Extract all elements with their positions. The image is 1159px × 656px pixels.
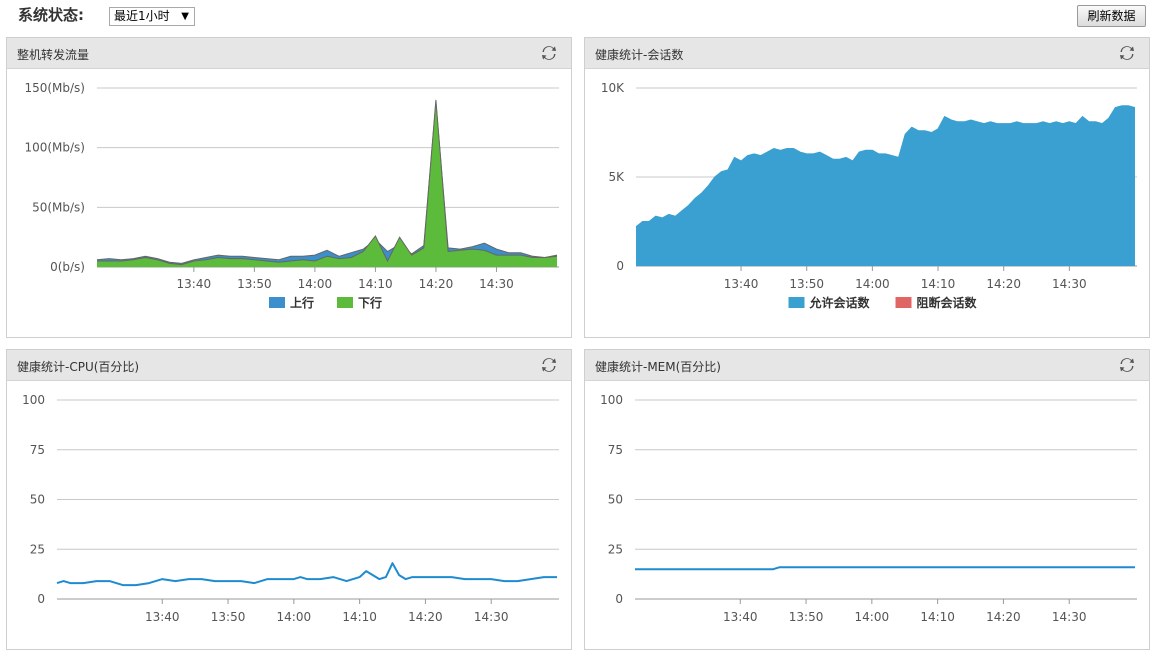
x-tick-label: 13:40 bbox=[177, 277, 212, 291]
y-tick-label: 100 bbox=[22, 393, 45, 407]
y-tick-label: 100 bbox=[600, 393, 623, 407]
x-tick-label: 13:50 bbox=[237, 277, 272, 291]
panel-cpu: 健康统计-CPU(百分比) 0 25 50 75 100 13:40 13:50 14:00 1… bbox=[6, 349, 572, 650]
x-tick-label: 14:00 bbox=[277, 610, 312, 624]
x-tick-label: 14:10 bbox=[920, 610, 955, 624]
y-tick-label: 0(b/s) bbox=[50, 260, 85, 274]
x-tick-label: 13:50 bbox=[211, 610, 246, 624]
x-tick-label: 14:30 bbox=[1052, 610, 1087, 624]
legend-label[interactable]: 阻断会话数 bbox=[917, 295, 978, 310]
x-tick-label: 14:00 bbox=[855, 610, 890, 624]
panel-title: 健康统计-MEM(百分比) bbox=[595, 360, 721, 374]
panel-title: 整机转发流量 bbox=[17, 48, 90, 62]
y-tick-label: 50 bbox=[30, 493, 45, 507]
series-line-0 bbox=[56, 562, 557, 587]
series-line-0 bbox=[96, 102, 558, 264]
x-tick-label: 14:20 bbox=[419, 277, 454, 291]
panel-header: 健康统计-CPU(百分比) bbox=[7, 350, 571, 381]
traffic-chart: 0(b/s) 50(Mb/s) 100(Mb/s) 150(Mb/s) 13:40 13:… bbox=[24, 81, 559, 310]
legend-swatch[interactable] bbox=[337, 297, 353, 308]
series-area-0 bbox=[97, 102, 557, 267]
panel-header: 健康统计-会话数 bbox=[585, 38, 1149, 69]
x-tick-label: 13:40 bbox=[724, 277, 759, 291]
y-tick-label: 75 bbox=[608, 443, 623, 457]
x-tick-label: 14:10 bbox=[358, 277, 393, 291]
y-tick-label: 25 bbox=[608, 542, 623, 556]
x-tick-label: 14:30 bbox=[479, 277, 514, 291]
x-tick-label: 14:20 bbox=[408, 610, 443, 624]
y-tick-label: 0 bbox=[615, 592, 623, 606]
y-tick-label: 25 bbox=[30, 542, 45, 556]
dropdown-arrow-icon: ▼ bbox=[181, 11, 189, 22]
panel-mem: 健康统计-MEM(百分比) 0 25 50 75 100 13:40 13:50 14:00 1… bbox=[584, 349, 1150, 650]
panel-header: 整机转发流量 bbox=[7, 38, 571, 69]
page-title: 系统状态: bbox=[18, 6, 84, 24]
x-tick-label: 14:10 bbox=[921, 277, 956, 291]
top-bar: 系统状态: 最近1小时 ▼ 刷新数据 bbox=[0, 0, 1159, 34]
legend-label[interactable]: 允许会话数 bbox=[809, 295, 871, 310]
panel-title: 健康统计-会话数 bbox=[595, 48, 684, 62]
legend-label[interactable]: 上行 bbox=[290, 295, 314, 310]
series-line-0 bbox=[635, 566, 1135, 571]
x-tick-label: 14:20 bbox=[986, 610, 1021, 624]
sessions-chart: 0 5K 10K 13:40 13:50 14:00 14:10 14:20 14:30 允许会话… bbox=[601, 81, 1137, 310]
x-tick-label: 14:00 bbox=[855, 277, 890, 291]
y-tick-label: 5K bbox=[608, 170, 625, 184]
x-tick-label: 13:50 bbox=[789, 610, 824, 624]
refresh-icon[interactable] bbox=[1119, 45, 1135, 61]
series-line-0 bbox=[635, 105, 1136, 228]
y-tick-label: 50(Mb/s) bbox=[32, 200, 85, 214]
time-range-value: 最近1小时 bbox=[114, 9, 170, 23]
series-area-1 bbox=[97, 99, 557, 268]
panel-sessions: 健康统计-会话数 0 5K 10K 13:40 13:50 14:00 14:10 14:20… bbox=[584, 37, 1150, 338]
legend-swatch[interactable] bbox=[269, 297, 285, 308]
panel-traffic: 整机转发流量 0(b/s) 50(Mb/s) 100(Mb/s) 150(Mb/s) 1… bbox=[6, 37, 572, 338]
refresh-data-button[interactable]: 刷新数据 bbox=[1077, 5, 1146, 27]
y-tick-label: 50 bbox=[608, 493, 623, 507]
time-range-select[interactable]: 最近1小时 ▼ bbox=[109, 7, 195, 26]
legend-label[interactable]: 下行 bbox=[358, 295, 382, 310]
cpu-chart: 0 25 50 75 100 13:40 13:50 14:00 14:10 14:20 14:30 bbox=[22, 393, 559, 624]
y-tick-label: 10K bbox=[601, 81, 625, 95]
x-tick-label: 13:50 bbox=[789, 277, 824, 291]
x-tick-label: 14:10 bbox=[342, 610, 377, 624]
y-tick-label: 0 bbox=[616, 259, 624, 273]
legend-swatch[interactable] bbox=[895, 297, 912, 308]
refresh-icon[interactable] bbox=[541, 45, 557, 61]
y-tick-label: 75 bbox=[30, 443, 45, 457]
mem-chart: 0 25 50 75 100 13:40 13:50 14:00 14:10 14:20 14:30 bbox=[600, 393, 1137, 624]
y-tick-label: 150(Mb/s) bbox=[24, 81, 85, 95]
x-tick-label: 14:30 bbox=[474, 610, 509, 624]
refresh-icon[interactable] bbox=[541, 357, 557, 373]
x-tick-label: 14:30 bbox=[1052, 277, 1087, 291]
legend-swatch[interactable] bbox=[788, 297, 805, 308]
y-tick-label: 0 bbox=[37, 592, 45, 606]
x-tick-label: 13:40 bbox=[723, 610, 758, 624]
series-line-1 bbox=[97, 99, 558, 266]
x-tick-label: 14:00 bbox=[298, 277, 333, 291]
y-tick-label: 100(Mb/s) bbox=[24, 141, 85, 155]
refresh-icon[interactable] bbox=[1119, 357, 1135, 373]
x-tick-label: 14:20 bbox=[986, 277, 1021, 291]
series-area-0 bbox=[636, 105, 1135, 266]
panel-title: 健康统计-CPU(百分比) bbox=[17, 360, 140, 374]
x-tick-label: 13:40 bbox=[145, 610, 180, 624]
panel-header: 健康统计-MEM(百分比) bbox=[585, 350, 1149, 381]
